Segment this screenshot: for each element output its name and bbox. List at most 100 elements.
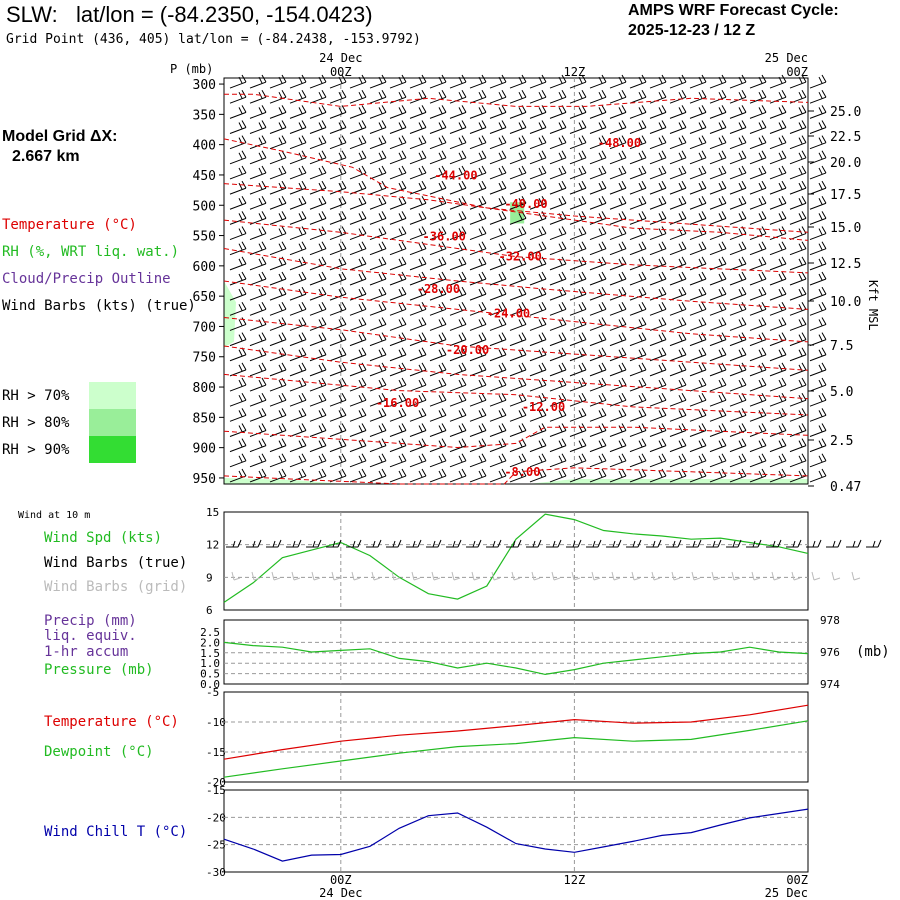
wind-barb <box>809 392 827 407</box>
wind-barb <box>569 423 587 437</box>
wind-barb <box>429 286 447 301</box>
wind-barb <box>449 347 467 362</box>
wind-barb <box>389 286 407 301</box>
wind-barb <box>709 453 727 468</box>
wind-barb <box>569 271 587 286</box>
wind-barb <box>789 453 807 468</box>
wind-barb <box>489 105 507 119</box>
dewpoint-series <box>223 720 809 778</box>
wind-barb <box>789 120 807 134</box>
wind-barb <box>309 180 327 195</box>
wind-barb <box>709 377 727 392</box>
wind-barb <box>549 271 567 286</box>
wind-barb <box>449 135 467 150</box>
wind-barb <box>349 150 367 165</box>
wind-barb <box>429 468 447 483</box>
wind-barb <box>309 165 327 180</box>
wind-barb <box>529 271 547 286</box>
wind-barb <box>329 317 347 331</box>
wind-barb <box>389 120 407 134</box>
wind-barb <box>509 286 527 301</box>
wind-barb <box>489 347 507 362</box>
isotherm-label: -8.00 <box>504 465 540 479</box>
wind-barb <box>729 377 747 392</box>
surface-barb-grid <box>731 571 741 581</box>
isotherm-line <box>224 93 809 107</box>
wind-barb <box>369 105 387 119</box>
wind-barb <box>549 438 567 453</box>
wind-barb <box>289 241 307 256</box>
isotherm-line <box>223 183 809 241</box>
wind-barb <box>389 241 407 256</box>
wind-barb <box>429 120 447 134</box>
wind-barb <box>409 317 427 331</box>
wind-barb <box>649 165 667 180</box>
wind-barb <box>809 271 827 286</box>
wind-barb <box>609 468 627 483</box>
wind-barb <box>709 423 727 437</box>
wind-barb <box>469 74 487 89</box>
precip-tick-label: 0.0 <box>200 678 220 691</box>
top-time-label: 12Z <box>564 65 586 79</box>
wind-barb <box>709 150 727 165</box>
wind-barb <box>409 89 427 104</box>
pressure-tick-label: 950 <box>193 472 216 487</box>
wind-barb <box>709 392 727 407</box>
wind-barb <box>229 196 247 210</box>
wind-barb <box>629 286 647 301</box>
wind-barb <box>549 377 567 392</box>
wind-barb <box>309 362 327 377</box>
wind-barb <box>629 453 647 468</box>
wind-barb <box>549 468 567 483</box>
wind-barb <box>529 165 547 180</box>
wind-barb <box>789 377 807 392</box>
wind-barb <box>469 226 487 241</box>
wind-barb <box>429 211 447 225</box>
wind-barb <box>409 392 427 407</box>
wind-barb <box>689 165 707 180</box>
wind-barb <box>589 302 607 316</box>
wind-barb <box>589 165 607 180</box>
wind-barb <box>469 286 487 301</box>
wind-barb <box>709 332 727 347</box>
wind-barb <box>809 241 827 256</box>
forecast-cycle: 2025-12-23 / 12 Z <box>628 22 756 39</box>
wind-barb <box>689 256 707 271</box>
wind-barb <box>589 135 607 150</box>
wind-barb <box>649 302 667 316</box>
wind-barb <box>429 332 447 347</box>
wind-barb <box>329 286 347 301</box>
isotherm-label: -48.00 <box>598 136 641 150</box>
wind-barb <box>349 241 367 256</box>
surface-barb-grid <box>411 571 421 581</box>
kft-tick-label: 10.0 <box>830 295 861 310</box>
surface-barb-grid <box>671 571 681 581</box>
wind-barb <box>669 120 687 134</box>
wind-barb <box>629 377 647 392</box>
wind-barb <box>809 89 827 104</box>
wind-barb <box>289 438 307 453</box>
wind-barb <box>569 392 587 407</box>
wind-barb <box>789 256 807 271</box>
wind-barb <box>589 453 607 468</box>
wind-barb <box>429 453 447 468</box>
surface-barb <box>586 539 602 548</box>
wind-barb <box>369 377 387 392</box>
wind-barb <box>649 256 667 271</box>
wind-barb <box>509 438 527 453</box>
wind-barb <box>649 392 667 407</box>
wind-barb <box>409 256 427 271</box>
wind-barb <box>389 89 407 104</box>
wind-barb <box>449 453 467 468</box>
wind-barb <box>669 271 687 286</box>
wind-barb <box>589 438 607 453</box>
kft-tick-label: 7.5 <box>830 339 853 354</box>
wind-barb <box>809 165 827 180</box>
wind-barb <box>329 180 347 195</box>
wind-barb <box>429 135 447 150</box>
wind-barb <box>349 120 367 134</box>
wind-barb <box>329 89 347 104</box>
wind-barb <box>489 180 507 195</box>
wind-barb <box>429 317 447 331</box>
surface-barb-grid <box>231 571 241 581</box>
